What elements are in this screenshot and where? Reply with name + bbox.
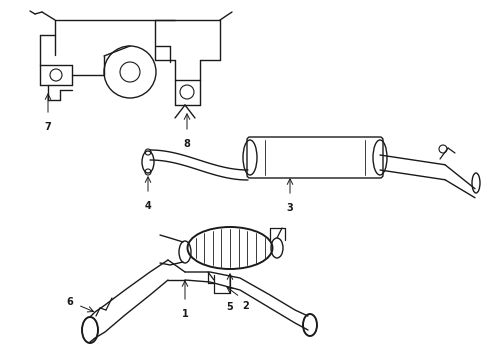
Text: 7: 7 bbox=[45, 122, 51, 132]
Text: 3: 3 bbox=[287, 203, 294, 213]
Text: 6: 6 bbox=[67, 297, 74, 307]
Text: 2: 2 bbox=[243, 301, 249, 311]
Text: 1: 1 bbox=[182, 309, 188, 319]
Text: 5: 5 bbox=[227, 302, 233, 312]
Text: 4: 4 bbox=[145, 201, 151, 211]
Text: 8: 8 bbox=[184, 139, 191, 149]
